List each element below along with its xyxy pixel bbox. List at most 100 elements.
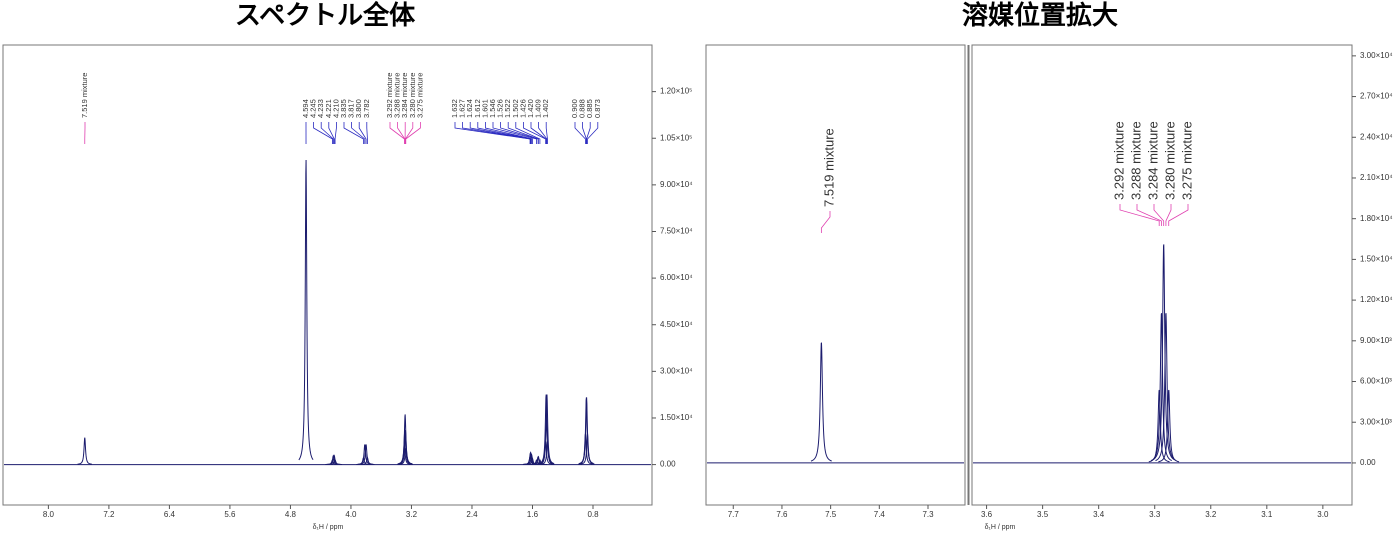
peak-leader	[405, 122, 421, 144]
peak-label: 3.284 mixture	[400, 73, 409, 118]
peak-label: 1.409	[534, 99, 543, 118]
peak-leader	[313, 122, 333, 144]
peak-label: 3.288 mixture	[393, 73, 402, 118]
peak	[540, 441, 555, 465]
peak-leader	[469, 122, 532, 144]
x-tick-label: 4.8	[285, 510, 297, 519]
peak-leader	[586, 122, 591, 144]
y-tick-label: 2.40×10⁴	[1360, 132, 1393, 141]
x-tick-label: 4.0	[345, 510, 357, 519]
y-tick-label: 2.10×10⁴	[1360, 173, 1393, 182]
x-tick-label: 3.6	[981, 510, 993, 519]
chart-title: スペクトル全体	[235, 0, 416, 30]
peak-label: 3.280 mixture	[408, 73, 417, 118]
peak-leader	[477, 122, 532, 144]
peak	[580, 433, 595, 465]
peak-label: 1.502	[511, 99, 520, 118]
y-tick-label: 1.50×10⁴	[1360, 255, 1393, 264]
peak-leader	[343, 122, 364, 144]
peak-leader	[1136, 204, 1162, 226]
peak-leader	[1119, 204, 1160, 226]
peak-label: 3.800	[354, 99, 363, 118]
peak-label: 0.873	[593, 99, 602, 118]
y-tick-label: 4.50×10⁴	[660, 320, 693, 329]
peak	[327, 459, 343, 466]
peak-label: 3.280 mixture	[1162, 121, 1177, 200]
y-tick-label: 1.80×10⁴	[1360, 214, 1393, 223]
peak-leader	[1153, 204, 1165, 226]
peak-label: 1.522	[503, 99, 512, 118]
x-tick-label: 7.5	[825, 510, 837, 519]
peak-label: 4.245	[309, 99, 318, 118]
y-tick-label: 3.00×10⁴	[1360, 51, 1393, 60]
x-tick-label: 1.6	[527, 510, 539, 519]
y-tick-label: 1.20×10⁴	[1360, 295, 1393, 304]
peak	[810, 342, 832, 462]
peak-label: 1.612	[473, 99, 482, 118]
peak-leader	[492, 122, 537, 144]
peak	[1155, 313, 1177, 462]
peak-leader	[397, 122, 406, 144]
peak-label: 1.526	[496, 99, 505, 118]
peak-label: 0.885	[585, 99, 594, 118]
peak-label: 1.420	[526, 99, 535, 118]
peak-leader	[507, 122, 539, 144]
peak-leader	[574, 122, 586, 144]
peak-label: 3.288 mixture	[1128, 121, 1143, 200]
x-tick-label: 3.2	[1205, 510, 1217, 519]
peak-label: 1.624	[465, 99, 474, 118]
peak-label: 4.221	[324, 99, 333, 118]
peak	[360, 456, 375, 465]
peak	[77, 437, 92, 465]
peak-leader	[545, 122, 548, 144]
peak-label: 3.782	[362, 99, 371, 118]
peak-leader	[523, 122, 547, 144]
peak-label: 3.284 mixture	[1145, 121, 1160, 200]
y-tick-label: 6.00×10⁴	[660, 273, 693, 282]
peak-label: 1.601	[480, 99, 489, 118]
peak-label: 3.292 mixture	[1111, 121, 1126, 200]
peak-label: 4.210	[331, 99, 340, 118]
peak-label: 1.402	[541, 99, 550, 118]
x-tick-label: 5.6	[224, 510, 236, 519]
x-tick-label: 3.5	[1037, 510, 1049, 519]
x-tick-label: 3.1	[1261, 510, 1273, 519]
peak-leader	[328, 122, 335, 144]
peak	[1158, 389, 1180, 463]
peak-leader	[405, 122, 414, 144]
peak-label: 7.519 mixture	[80, 73, 89, 118]
peak-label: 1.426	[518, 99, 527, 118]
peak-label: 3.817	[347, 99, 356, 118]
x-tick-label: 7.3	[922, 510, 934, 519]
peak-leader	[820, 211, 831, 233]
x-tick-label: 7.2	[103, 510, 115, 519]
peak-leader	[320, 122, 334, 144]
x-tick-label: 7.6	[776, 510, 788, 519]
x-tick-label: 3.4	[1093, 510, 1105, 519]
peak-label: 4.594	[301, 99, 310, 118]
peak-leader	[515, 122, 541, 144]
peak-leader	[351, 122, 366, 144]
peak-label: 4.233	[316, 99, 325, 118]
peak	[579, 397, 594, 465]
peak-leader	[366, 122, 368, 144]
x-tick-label: 0.8	[587, 510, 599, 519]
x-tick-label: 6.4	[164, 510, 176, 519]
plot-frame	[971, 44, 1353, 506]
plot-frame	[705, 44, 966, 506]
peak	[532, 459, 547, 466]
peak	[538, 394, 554, 464]
x-tick-label: 7.4	[874, 510, 886, 519]
peak-label: 3.835	[339, 99, 348, 118]
peak	[298, 160, 314, 461]
plot-frame	[2, 44, 653, 506]
peak-leader	[538, 122, 548, 144]
y-tick-label: 0.00	[1360, 458, 1376, 467]
y-tick-label: 0.00	[660, 460, 676, 469]
x-tick-label: 3.0	[1317, 510, 1329, 519]
peak-leader	[484, 122, 533, 144]
peak	[1153, 244, 1175, 460]
x-axis-label: δ₁H / ppm	[985, 524, 1016, 531]
peak-leader	[358, 122, 367, 144]
peak-leader	[1168, 204, 1189, 226]
